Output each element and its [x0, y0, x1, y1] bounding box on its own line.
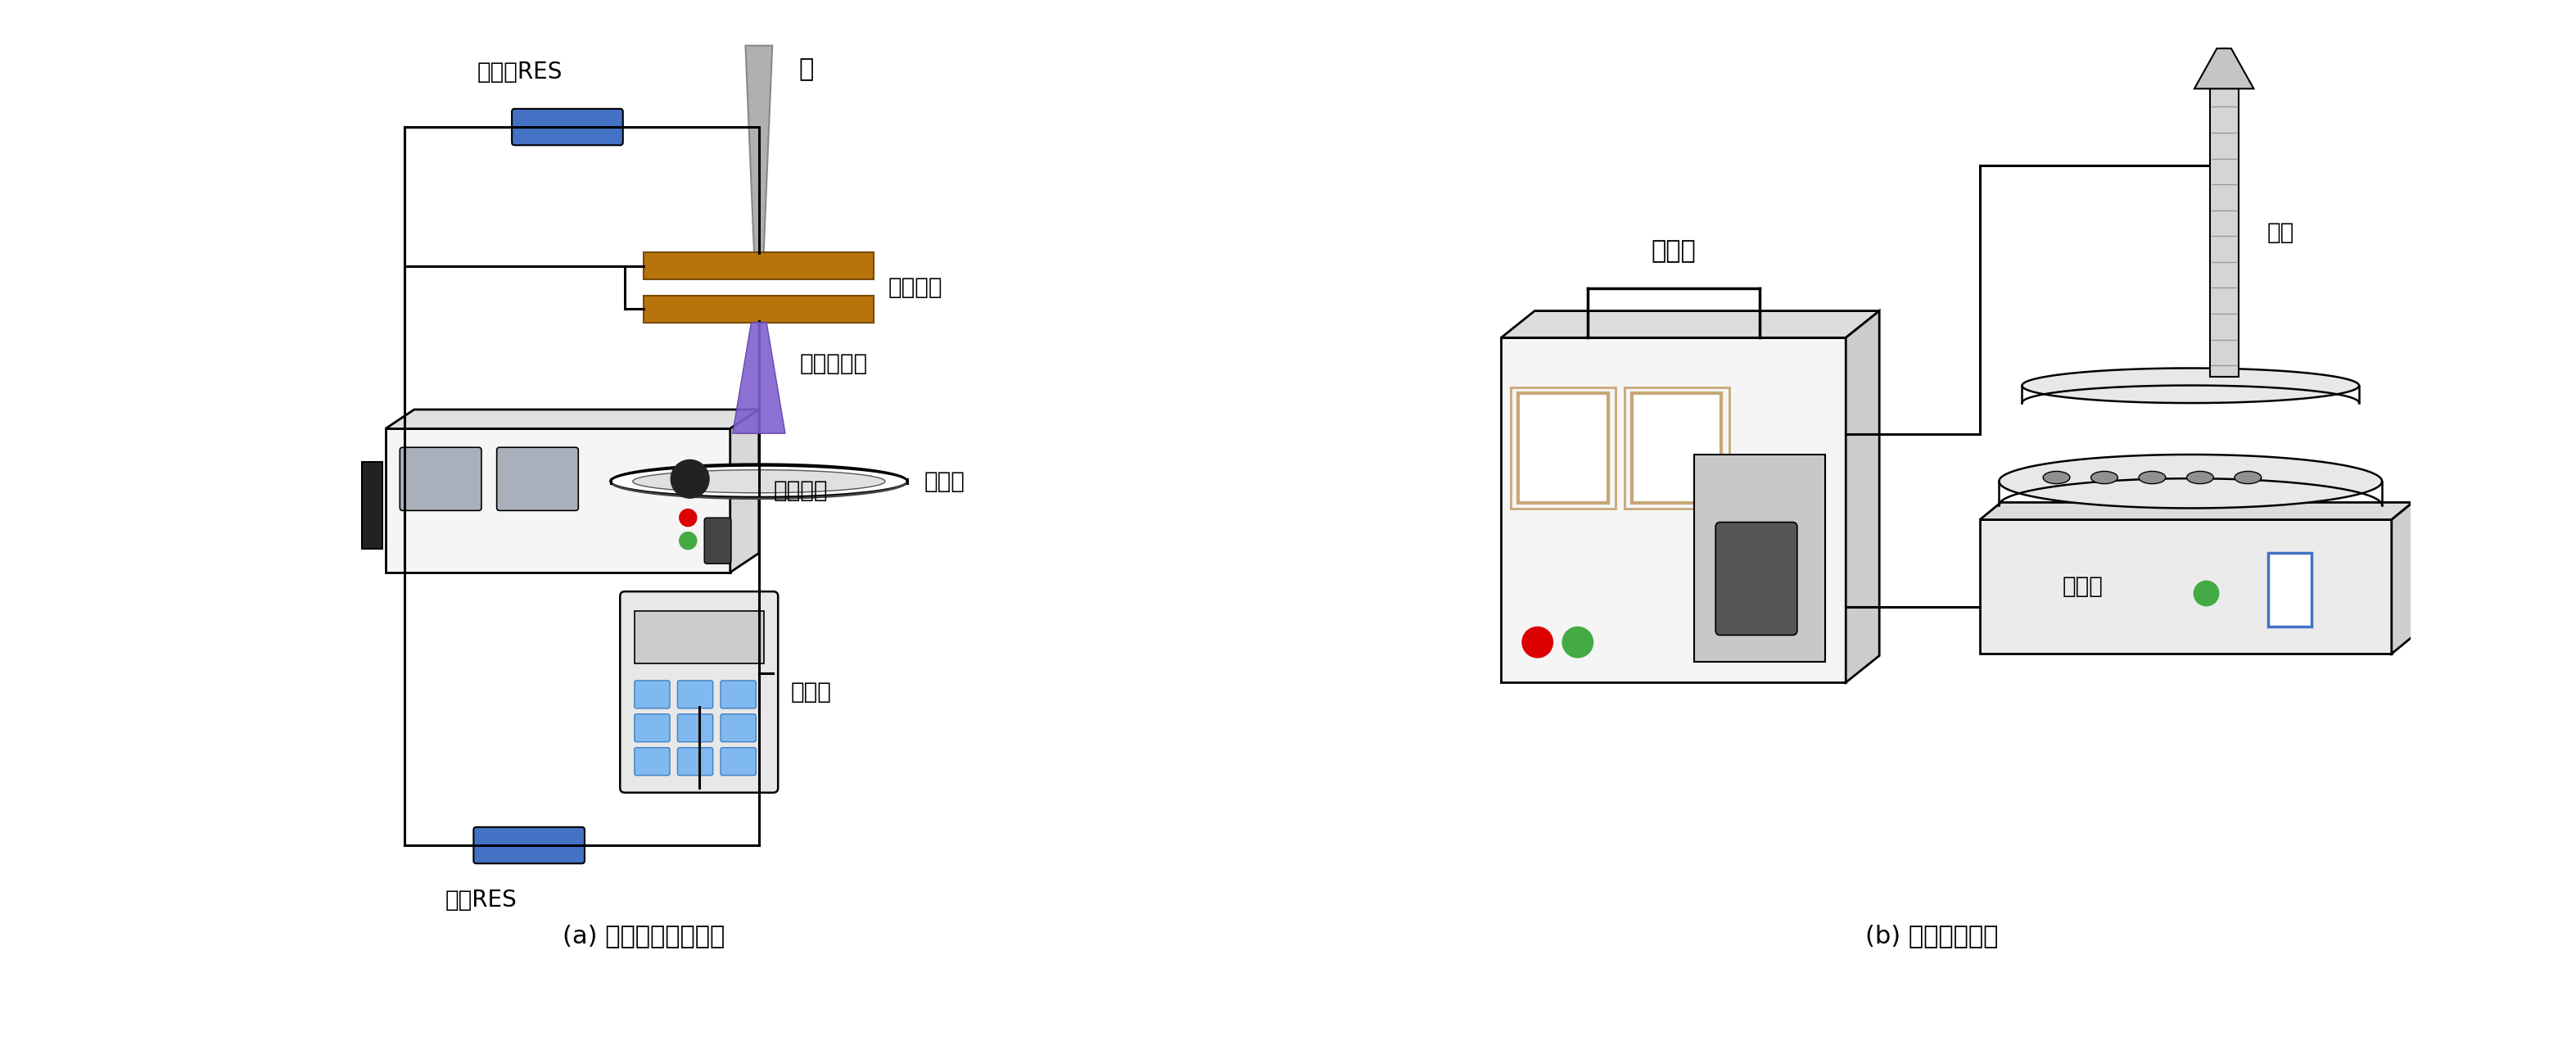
- Polygon shape: [634, 469, 886, 492]
- FancyBboxPatch shape: [721, 714, 755, 742]
- Circle shape: [1564, 627, 1592, 658]
- Ellipse shape: [2092, 472, 2117, 484]
- Circle shape: [2195, 581, 2218, 606]
- FancyBboxPatch shape: [621, 591, 778, 792]
- FancyBboxPatch shape: [634, 714, 670, 742]
- Text: 万用表: 万用表: [791, 681, 832, 704]
- Text: 控制器: 控制器: [1651, 239, 1695, 263]
- FancyBboxPatch shape: [721, 681, 755, 708]
- FancyBboxPatch shape: [399, 448, 482, 510]
- FancyBboxPatch shape: [1633, 392, 1721, 503]
- FancyBboxPatch shape: [2166, 503, 2192, 505]
- Ellipse shape: [2043, 472, 2071, 484]
- Polygon shape: [386, 409, 760, 429]
- FancyBboxPatch shape: [1502, 337, 1847, 683]
- FancyBboxPatch shape: [386, 429, 729, 573]
- FancyBboxPatch shape: [1517, 392, 1607, 503]
- Polygon shape: [1999, 455, 2383, 508]
- FancyBboxPatch shape: [361, 462, 384, 549]
- FancyBboxPatch shape: [677, 714, 714, 742]
- FancyBboxPatch shape: [474, 828, 585, 863]
- Circle shape: [680, 509, 696, 527]
- Text: 反应器: 反应器: [925, 469, 966, 492]
- Circle shape: [680, 532, 696, 550]
- FancyBboxPatch shape: [497, 448, 580, 510]
- FancyBboxPatch shape: [677, 681, 714, 708]
- Text: 氙灯: 氙灯: [2267, 222, 2295, 245]
- Polygon shape: [1981, 503, 2414, 519]
- FancyBboxPatch shape: [2267, 553, 2311, 627]
- Polygon shape: [729, 409, 760, 573]
- Polygon shape: [2195, 49, 2254, 88]
- Text: 针: 针: [799, 57, 814, 81]
- FancyBboxPatch shape: [721, 747, 755, 776]
- Text: (a) 辉光放电等离子体: (a) 辉光放电等离子体: [562, 924, 726, 948]
- Polygon shape: [2391, 503, 2414, 654]
- Text: 反应器: 反应器: [2063, 576, 2102, 599]
- FancyBboxPatch shape: [513, 109, 623, 145]
- Text: 稳电压源: 稳电压源: [773, 480, 827, 503]
- Text: (b) 光化学反应仪: (b) 光化学反应仪: [1865, 924, 1999, 948]
- Polygon shape: [732, 323, 786, 433]
- FancyBboxPatch shape: [634, 747, 670, 776]
- FancyBboxPatch shape: [634, 681, 670, 708]
- Circle shape: [1522, 627, 1553, 658]
- FancyBboxPatch shape: [644, 296, 873, 323]
- FancyBboxPatch shape: [2210, 88, 2239, 377]
- Polygon shape: [611, 465, 907, 498]
- Ellipse shape: [2138, 472, 2166, 484]
- Text: 阴极循环: 阴极循环: [889, 276, 943, 299]
- Ellipse shape: [2187, 472, 2213, 484]
- Polygon shape: [1502, 311, 1880, 337]
- Text: 镇流器RES: 镇流器RES: [477, 61, 562, 84]
- FancyBboxPatch shape: [703, 517, 732, 564]
- FancyBboxPatch shape: [677, 747, 714, 776]
- FancyBboxPatch shape: [634, 611, 762, 663]
- FancyBboxPatch shape: [1716, 523, 1798, 635]
- FancyBboxPatch shape: [1981, 519, 2391, 654]
- FancyBboxPatch shape: [1695, 455, 1826, 661]
- Circle shape: [670, 460, 708, 499]
- Text: 检验RES: 检验RES: [446, 888, 518, 911]
- Text: 等离子射流: 等离子射流: [799, 352, 868, 375]
- Polygon shape: [744, 46, 773, 253]
- FancyBboxPatch shape: [644, 253, 873, 279]
- Ellipse shape: [2233, 472, 2262, 484]
- Polygon shape: [1847, 311, 1880, 683]
- Polygon shape: [2022, 369, 2360, 403]
